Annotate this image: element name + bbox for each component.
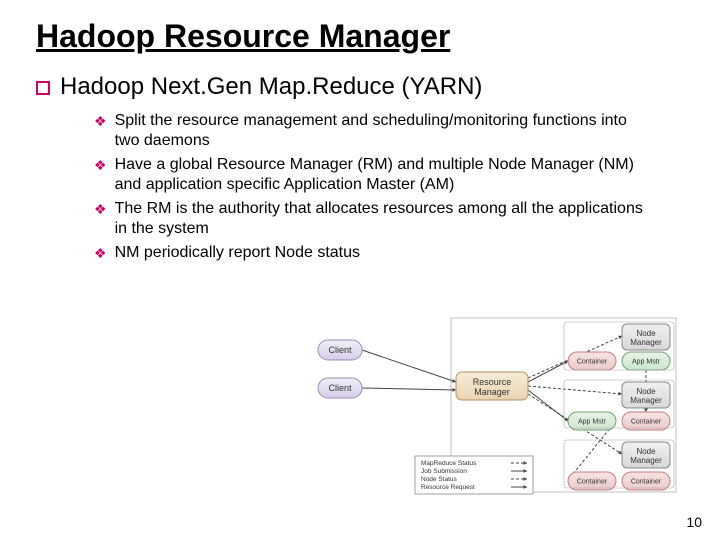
svg-text:Node: Node — [636, 447, 656, 456]
svg-text:Node: Node — [636, 329, 656, 338]
diagram-svg: ClientClientResourceManagerNodeManagerNo… — [310, 312, 680, 502]
svg-text:Container: Container — [577, 478, 608, 485]
svg-text:Resource: Resource — [473, 377, 512, 387]
svg-text:Manager: Manager — [630, 396, 662, 405]
bullet-lvl2: ❖ Split the resource management and sche… — [94, 111, 684, 151]
svg-text:App Mstr: App Mstr — [632, 358, 661, 365]
svg-text:Container: Container — [577, 358, 608, 365]
page-number: 10 — [686, 514, 702, 530]
lvl2-text: NM periodically report Node status — [115, 243, 360, 263]
svg-text:Client: Client — [328, 345, 352, 355]
svg-text:Container: Container — [631, 418, 662, 425]
diamond-bullet-icon: ❖ — [94, 157, 107, 175]
lvl1-text: Hadoop Next.Gen Map.Reduce (YARN) — [60, 73, 482, 101]
slide: Hadoop Resource Manager Hadoop Next.Gen … — [0, 0, 720, 540]
svg-text:Node: Node — [636, 387, 656, 396]
page-title: Hadoop Resource Manager — [36, 18, 684, 55]
lvl2-text: Have a global Resource Manager (RM) and … — [115, 155, 655, 195]
diamond-bullet-icon: ❖ — [94, 201, 107, 219]
diamond-bullet-icon: ❖ — [94, 245, 107, 263]
svg-text:Node Status: Node Status — [421, 476, 458, 483]
diamond-bullet-icon: ❖ — [94, 113, 107, 131]
lvl2-text: Split the resource management and schedu… — [115, 111, 655, 151]
bullet-lvl2: ❖ The RM is the authority that allocates… — [94, 199, 684, 239]
svg-text:Manager: Manager — [630, 338, 662, 347]
square-bullet-icon — [36, 81, 50, 95]
svg-text:Resource Request: Resource Request — [421, 484, 475, 491]
bullet-lvl2: ❖ NM periodically report Node status — [94, 243, 684, 263]
svg-text:Container: Container — [631, 478, 662, 485]
yarn-architecture-diagram: ClientClientResourceManagerNodeManagerNo… — [310, 312, 680, 502]
svg-text:Manager: Manager — [474, 387, 510, 397]
svg-text:Manager: Manager — [630, 456, 662, 465]
svg-text:Job Submission: Job Submission — [421, 468, 467, 475]
bullet-lvl1: Hadoop Next.Gen Map.Reduce (YARN) — [36, 73, 684, 101]
lvl2-text: The RM is the authority that allocates r… — [115, 199, 655, 239]
svg-text:Client: Client — [328, 383, 352, 393]
bullet-lvl2: ❖ Have a global Resource Manager (RM) an… — [94, 155, 684, 195]
svg-text:App Mstr: App Mstr — [578, 418, 607, 425]
svg-text:MapReduce Status: MapReduce Status — [421, 460, 477, 467]
